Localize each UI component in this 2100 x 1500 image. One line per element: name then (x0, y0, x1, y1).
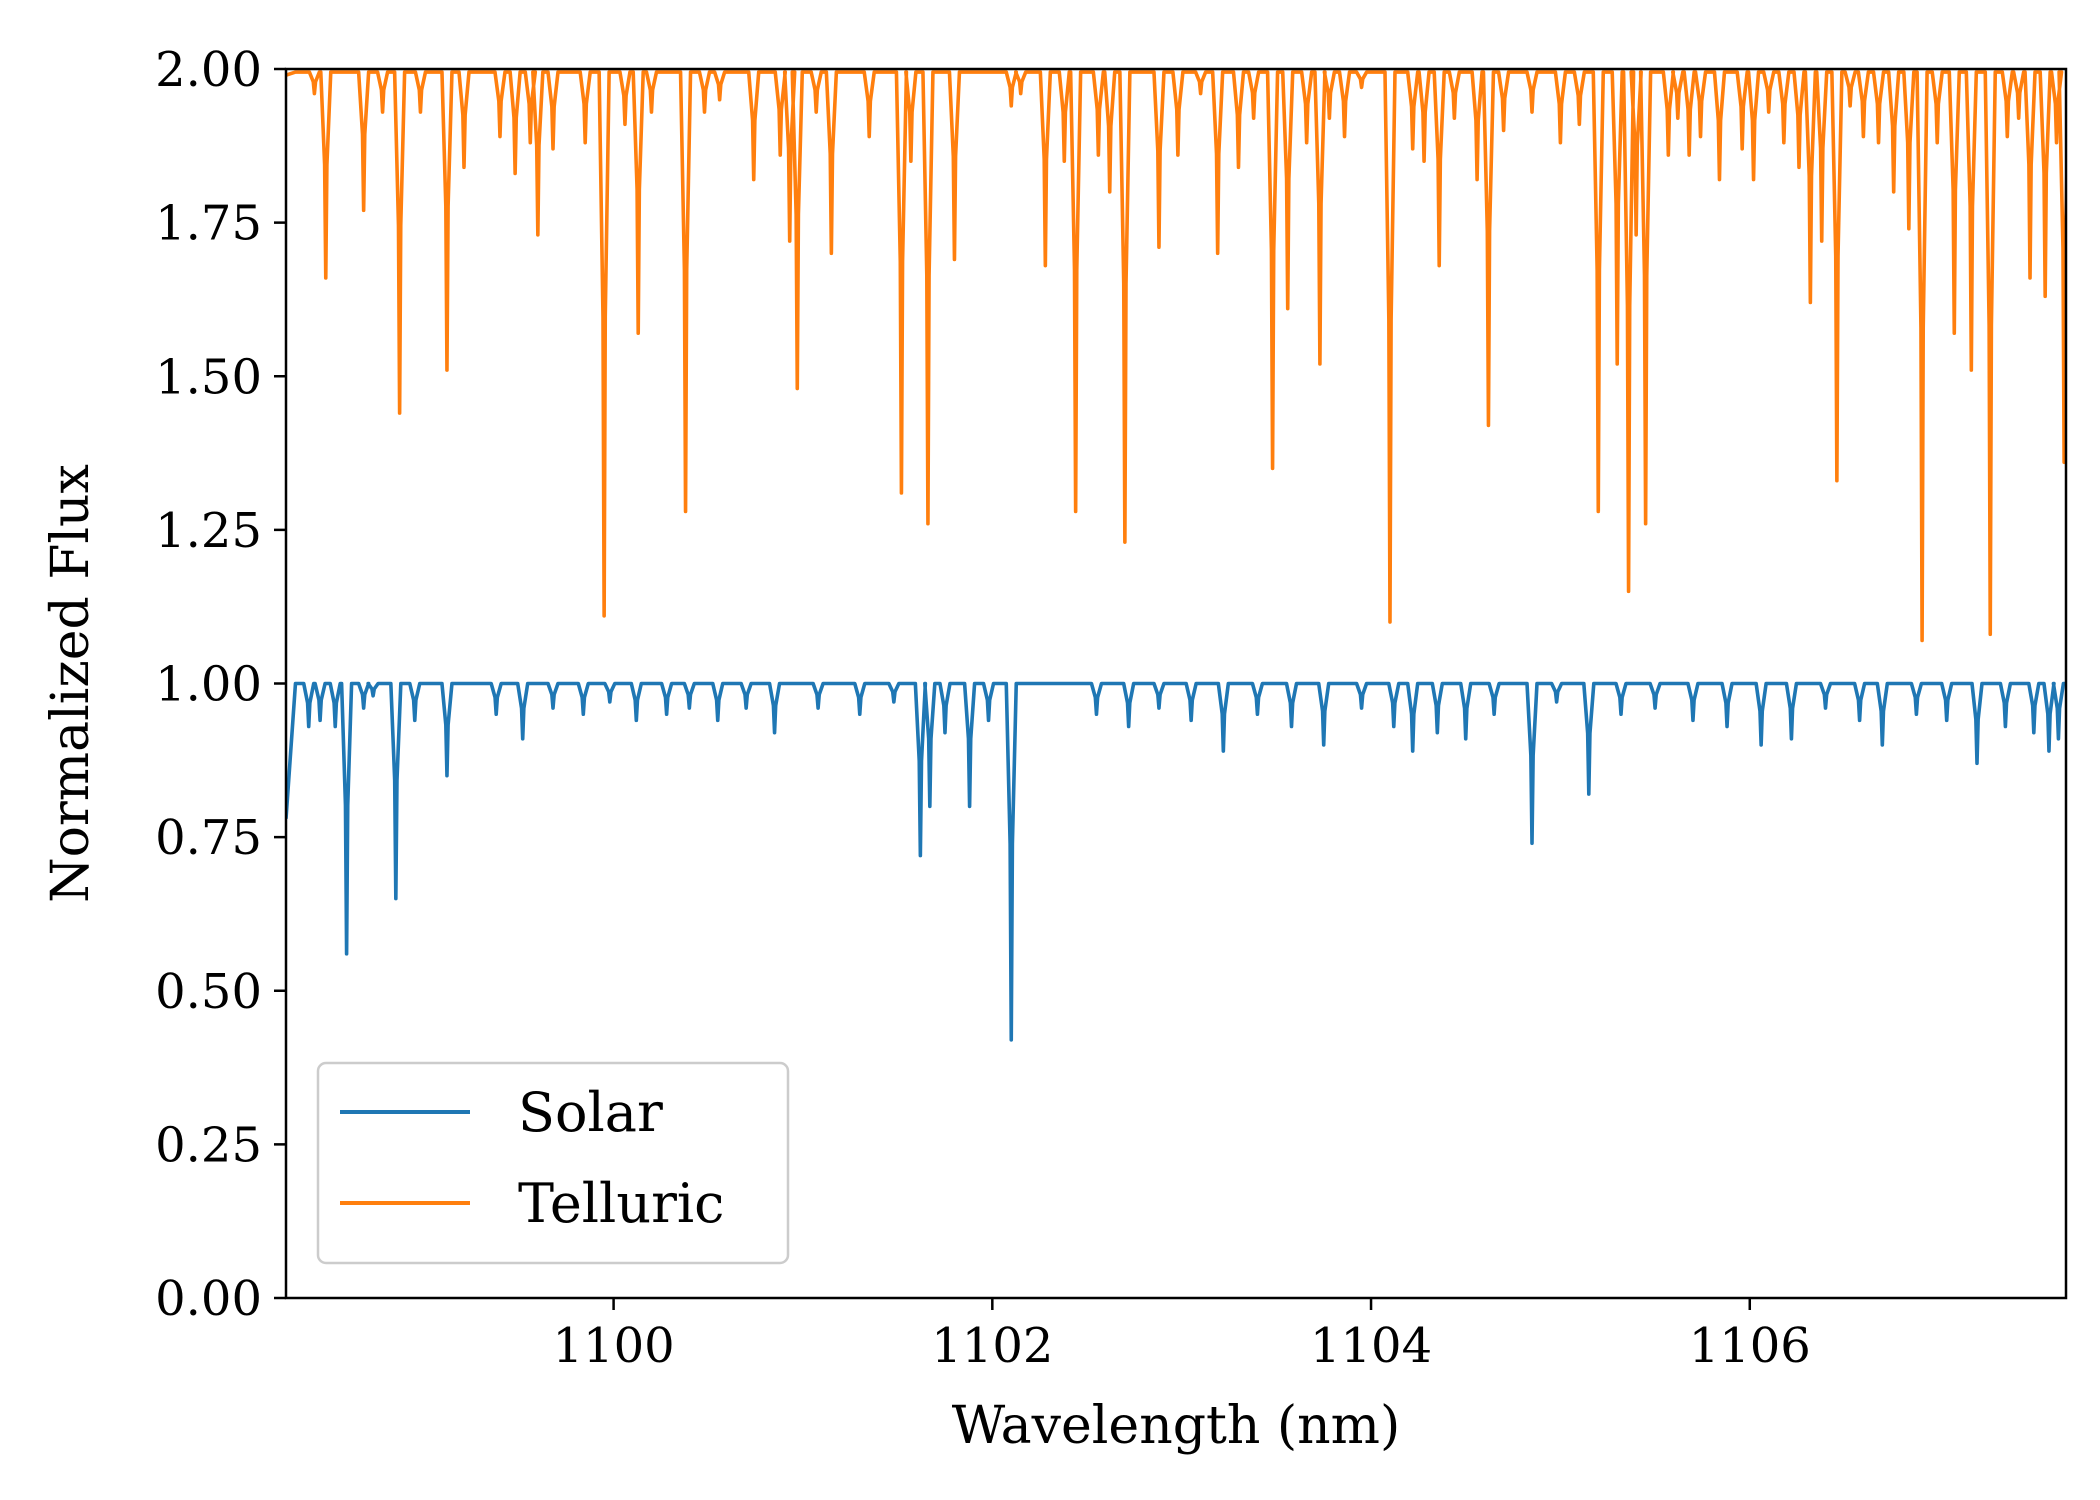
legend: Solar Telluric (316, 1061, 790, 1265)
x-axis-ticks: 1100 1102 1104 1106 (553, 1298, 1811, 1374)
y-tick-label: 2.00 (155, 42, 262, 98)
x-tick-label: 1106 (1689, 1318, 1811, 1374)
legend-label-telluric: Telluric (518, 1172, 724, 1235)
y-tick-label: 0.00 (155, 1271, 262, 1327)
plot-area (286, 70, 2066, 1042)
y-tick-label: 1.00 (155, 657, 262, 713)
x-tick-label: 1104 (1310, 1318, 1432, 1374)
series-line-solar (286, 681, 2066, 1042)
y-tick-label: 1.75 (155, 196, 262, 252)
y-tick-label: 1.50 (155, 349, 262, 405)
y-tick-label: 1.25 (155, 503, 262, 559)
y-axis-label: Normalized Flux (41, 464, 101, 903)
y-tick-label: 0.25 (155, 1117, 262, 1173)
x-tick-label: 1100 (553, 1318, 675, 1374)
x-axis-label: Wavelength (nm) (952, 1396, 1401, 1456)
series-line-telluric (286, 70, 2066, 643)
legend-label-solar: Solar (518, 1081, 663, 1144)
y-tick-label: 0.50 (155, 964, 262, 1020)
y-axis-ticks: 0.00 0.25 0.50 0.75 1.00 1.25 1.50 1.75 2.00 (155, 42, 286, 1327)
y-tick-label: 0.75 (155, 810, 262, 866)
x-tick-label: 1102 (931, 1318, 1053, 1374)
